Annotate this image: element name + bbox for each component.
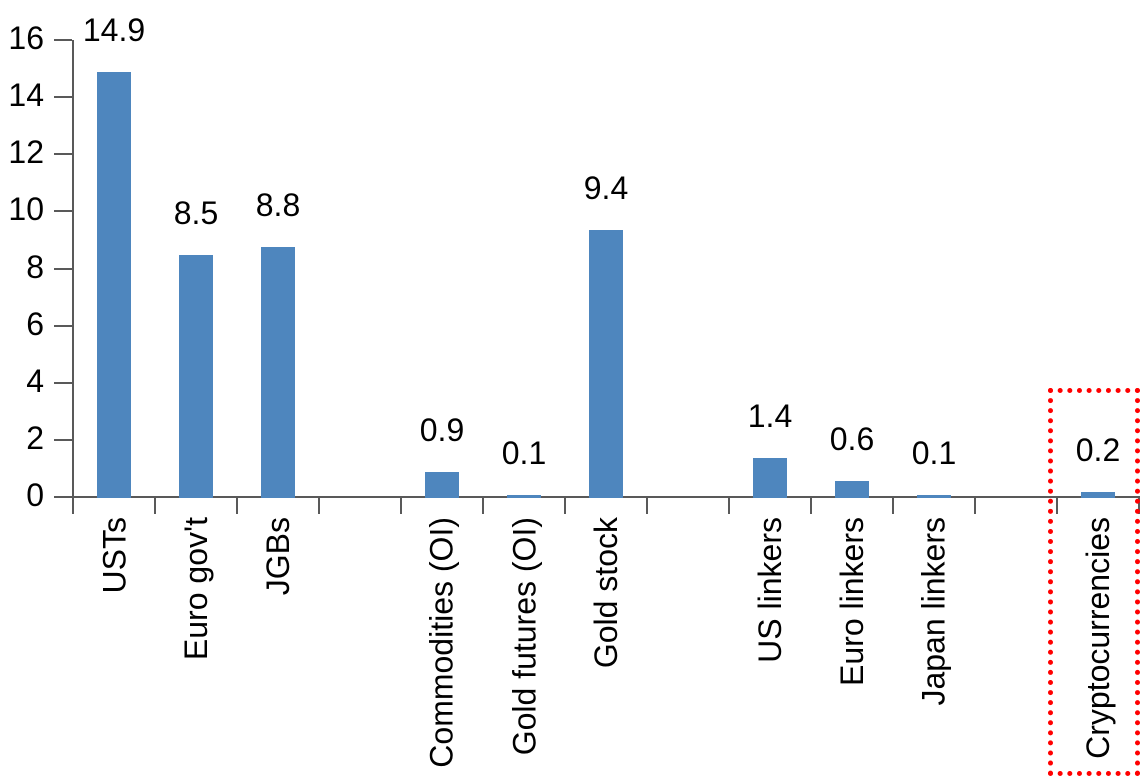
y-axis-tick-label: 16 [8,20,44,56]
y-axis-tick [54,439,72,441]
y-axis-tick-label: 4 [26,363,44,399]
x-axis-tick [1056,498,1058,514]
x-axis-tick [482,498,484,514]
bar-euro-gov-t [179,255,213,498]
y-axis-tick-label: 14 [8,77,44,113]
y-axis-tick-label: 2 [26,420,44,456]
y-axis-tick-label: 6 [26,306,44,342]
category-label-gold-futures-oi: Gold futures (OI) [506,517,542,756]
value-label-euro-linkers: 0.6 [829,421,875,457]
y-axis-tick [54,39,72,41]
category-label-us-linkers: US linkers [752,517,788,663]
value-label-commodities-oi: 0.9 [419,412,465,448]
bar-gold-futures-oi [507,495,541,498]
category-label-jgbs: JGBs [260,517,296,596]
y-axis-tick [54,96,72,98]
bar-commodities-oi [425,472,459,498]
bar-jgbs [261,247,295,498]
category-label-gold-stock: Gold stock [588,517,624,669]
y-axis-tick-label: 0 [26,477,44,513]
value-label-jgbs: 8.8 [255,187,301,223]
x-axis-tick [974,498,976,514]
category-label-euro-linkers: Euro linkers [834,517,870,686]
x-axis-tick [72,498,74,514]
y-axis-tick [54,153,72,155]
category-label-japan-linkers: Japan linkers [916,517,952,706]
x-axis-tick [154,498,156,514]
x-axis-tick [318,498,320,514]
y-axis-tick [54,325,72,327]
y-axis-line [72,40,74,513]
x-axis-tick [728,498,730,514]
y-axis-tick-label: 12 [8,134,44,170]
value-label-us-linkers: 1.4 [747,398,793,434]
value-label-usts: 14.9 [82,12,146,48]
y-axis-tick [54,382,72,384]
y-axis-tick [54,496,72,498]
category-label-usts: USTs [96,517,132,594]
value-label-japan-linkers: 0.1 [911,435,957,471]
x-axis-tick [400,498,402,514]
bar-euro-linkers [835,481,869,498]
bar-japan-linkers [917,495,951,498]
value-label-cryptocurrencies: 0.2 [1075,432,1121,468]
x-axis-tick [810,498,812,514]
value-label-euro-gov-t: 8.5 [173,195,219,231]
category-label-commodities-oi: Commodities (OI) [424,517,460,768]
y-axis-tick [54,268,72,270]
value-label-gold-stock: 9.4 [583,170,629,206]
bar-gold-stock [589,230,623,498]
bar-usts [97,72,131,498]
category-label-euro-gov-t: Euro gov't [178,517,214,661]
x-axis-tick [236,498,238,514]
x-axis-tick [646,498,648,514]
bar-cryptocurrencies [1081,492,1115,498]
cryptocurrencies-highlight-box [1048,388,1140,776]
y-axis-tick [54,210,72,212]
x-axis-tick [564,498,566,514]
x-axis-tick [892,498,894,514]
bar-us-linkers [753,458,787,498]
y-axis-tick-label: 10 [8,191,44,227]
y-axis-tick-label: 8 [26,249,44,285]
value-label-gold-futures-oi: 0.1 [501,435,547,471]
